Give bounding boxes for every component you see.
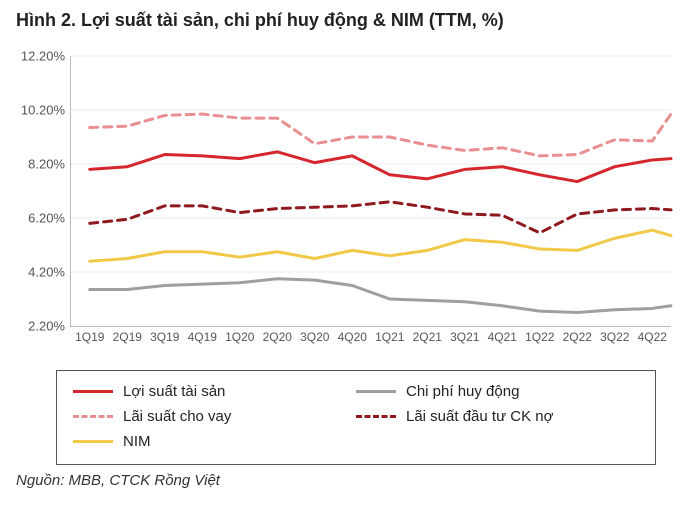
x-axis-tick: 3Q22 — [600, 326, 629, 344]
legend-swatch — [73, 390, 113, 393]
x-axis-tick: 4Q21 — [488, 326, 517, 344]
y-axis-tick: 2.20% — [28, 319, 71, 334]
legend-label: Lãi suất đầu tư CK nợ — [406, 408, 553, 425]
chart-legend: Lợi suất tài sản Chi phí huy động Lãi suất… — [56, 370, 656, 465]
y-axis-tick: 12.20% — [21, 49, 71, 64]
legend-swatch — [73, 440, 113, 443]
series-lai_suat_cho_vay — [90, 114, 671, 156]
legend-item-lai_suat_cho_vay: Lãi suất cho vay — [73, 408, 356, 425]
legend-item-nim: NIM — [73, 433, 356, 450]
y-axis-tick: 8.20% — [28, 157, 71, 172]
chart-svg — [71, 56, 671, 326]
x-axis-tick: 2Q20 — [263, 326, 292, 344]
legend-item-chi_phi_huy_dong: Chi phí huy động — [356, 383, 639, 400]
y-axis-tick: 4.20% — [28, 265, 71, 280]
y-axis-tick: 10.20% — [21, 103, 71, 118]
x-axis-tick: 4Q22 — [638, 326, 667, 344]
legend-swatch — [73, 415, 113, 418]
x-axis-tick: 1Q21 — [375, 326, 404, 344]
x-axis-tick: 1Q22 — [525, 326, 554, 344]
x-axis-tick: 3Q20 — [300, 326, 329, 344]
legend-grid: Lợi suất tài sản Chi phí huy động Lãi suất… — [73, 379, 639, 454]
legend-item-loi_suat_tai_san: Lợi suất tài sản — [73, 383, 356, 400]
x-axis-tick: 3Q19 — [150, 326, 179, 344]
x-axis-tick: 2Q19 — [113, 326, 142, 344]
x-axis-tick: 1Q19 — [75, 326, 104, 344]
legend-label: NIM — [123, 433, 151, 450]
x-axis-tick: 2Q22 — [563, 326, 592, 344]
chart-title: Hình 2. Lợi suất tài sản, chi phí huy độ… — [0, 0, 700, 37]
legend-item-lai_suat_dau_tu_ck_no: Lãi suất đầu tư CK nợ — [356, 408, 639, 425]
legend-swatch — [356, 415, 396, 418]
legend-label: Lợi suất tài sản — [123, 383, 225, 400]
figure-container: Hình 2. Lợi suất tài sản, chi phí huy độ… — [0, 0, 700, 519]
series-lai_suat_dau_tu_ck_no — [90, 202, 671, 233]
x-axis-tick: 1Q20 — [225, 326, 254, 344]
x-axis-tick: 4Q20 — [338, 326, 367, 344]
x-axis-tick: 2Q21 — [413, 326, 442, 344]
chart-plot-area: 2.20%4.20%6.20%8.20%10.20%12.20%1Q192Q19… — [70, 56, 671, 327]
legend-label: Chi phí huy động — [406, 383, 519, 400]
chart-source: Nguồn: MBB, CTCK Rồng Việt — [16, 472, 220, 489]
y-axis-tick: 6.20% — [28, 211, 71, 226]
legend-swatch — [356, 390, 396, 393]
series-loi_suat_tai_san — [90, 152, 671, 182]
x-axis-tick: 4Q19 — [188, 326, 217, 344]
series-chi_phi_huy_dong — [90, 279, 671, 313]
x-axis-tick: 3Q21 — [450, 326, 479, 344]
series-nim — [90, 230, 671, 261]
legend-label: Lãi suất cho vay — [123, 408, 231, 425]
